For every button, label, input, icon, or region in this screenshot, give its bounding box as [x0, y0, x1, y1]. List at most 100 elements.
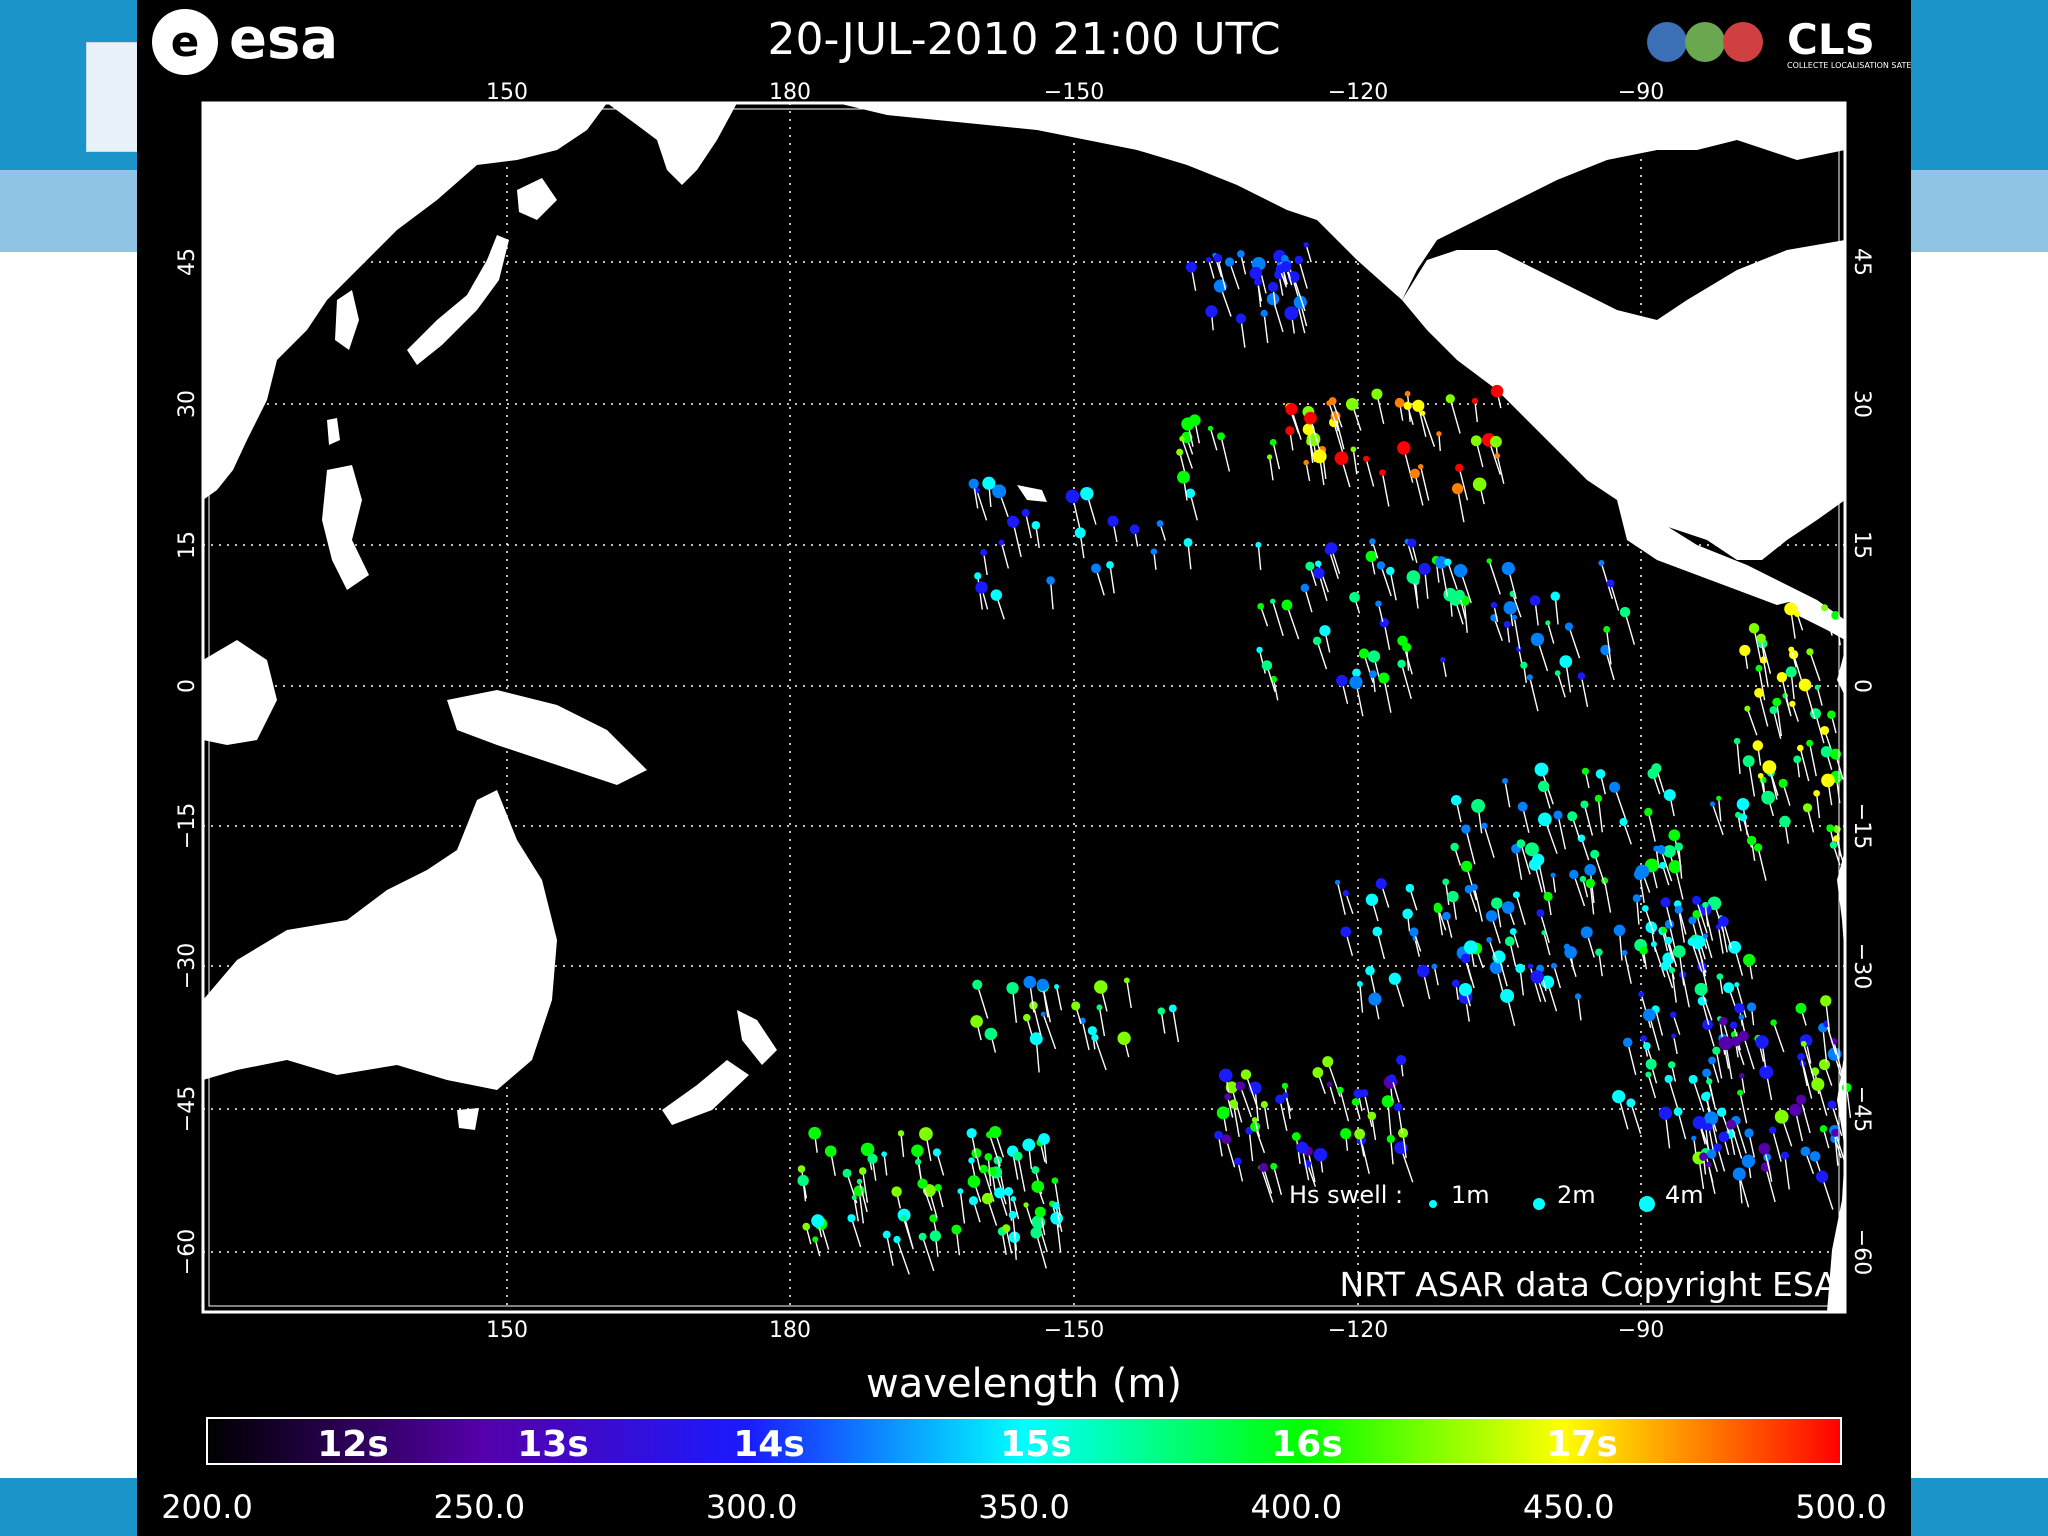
swell-marker: [1736, 797, 1750, 811]
swell-marker: [1729, 1021, 1738, 1029]
swell-marker: [1296, 1141, 1309, 1154]
swell-marker: [797, 1174, 809, 1187]
lon-tick-label: 150: [486, 80, 528, 105]
lat-tick-label: 15: [1849, 531, 1874, 559]
swell-marker: [1378, 672, 1390, 684]
swell-marker: [1038, 1133, 1050, 1145]
swell-direction-mark: [1286, 604, 1300, 640]
swell-direction-mark: [1397, 1107, 1403, 1134]
swell-direction-mark: [1328, 549, 1339, 580]
swell-marker: [1023, 975, 1037, 989]
swell-marker: [1815, 1170, 1829, 1183]
swell-direction-mark: [1822, 1027, 1828, 1063]
swell-direction-mark: [1272, 442, 1281, 470]
swell-direction-mark: [1226, 1096, 1234, 1118]
swell-direction-mark: [1017, 1156, 1026, 1192]
swell-marker: [1402, 908, 1413, 920]
swell-direction-mark: [1644, 908, 1655, 935]
swell-marker: [1183, 537, 1193, 547]
swell-marker: [1644, 807, 1653, 817]
swell-direction-mark: [1438, 433, 1441, 452]
swell-marker: [1023, 1202, 1029, 1208]
swell-marker: [1461, 824, 1471, 834]
swell-marker: [1769, 706, 1778, 715]
swell-marker: [1281, 255, 1289, 263]
swell-marker: [1694, 982, 1708, 996]
swell-marker: [1007, 515, 1020, 528]
swell-marker: [984, 1153, 993, 1161]
swell-marker: [1176, 448, 1184, 456]
swell-marker: [1814, 684, 1820, 690]
swell-direction-mark: [1254, 1119, 1261, 1138]
swell-marker: [1713, 1143, 1722, 1152]
swell-marker: [1285, 403, 1298, 416]
swell-marker: [860, 1142, 875, 1157]
swell-marker: [1013, 1151, 1023, 1161]
swell-marker: [1185, 488, 1196, 499]
swell-direction-mark: [1098, 1007, 1106, 1037]
swell-marker: [1313, 567, 1325, 579]
graticule: [203, 103, 1845, 1312]
swell-marker: [1650, 941, 1657, 948]
swell-marker: [1511, 614, 1518, 621]
swell-marker: [1325, 542, 1338, 555]
swell-marker: [1455, 463, 1464, 472]
swell-marker: [1660, 961, 1671, 971]
swell-marker: [1737, 1089, 1744, 1096]
swell-marker: [1451, 979, 1460, 988]
swell-marker: [1530, 632, 1545, 647]
swell-direction-mark: [1784, 1155, 1790, 1190]
swell-marker: [1280, 261, 1292, 273]
swell-marker: [858, 1167, 867, 1175]
swell-marker: [1668, 829, 1681, 842]
cls-logo-globe-blue-icon: [1647, 22, 1687, 62]
swell-marker: [851, 1195, 857, 1201]
swell-marker: [802, 1222, 811, 1231]
swell-marker: [1501, 561, 1515, 576]
swell-direction-mark: [1626, 1042, 1637, 1076]
swell-marker: [1450, 794, 1462, 806]
swell-marker: [1670, 1011, 1677, 1018]
swell-marker: [929, 1230, 941, 1242]
swell-marker: [1350, 446, 1357, 453]
colorbar-value-label: 200.0: [161, 1488, 253, 1526]
swell-marker: [1500, 989, 1515, 1003]
swell-direction-mark: [1825, 1023, 1837, 1055]
landmass-korea: [335, 290, 359, 350]
swell-marker: [1353, 1088, 1364, 1099]
swell-marker: [979, 1164, 988, 1174]
swell-direction-mark: [1359, 983, 1364, 1013]
cls-logo-tagline: COLLECTE LOCALISATION SATELLITES: [1787, 61, 1911, 70]
swell-direction-mark: [1613, 787, 1628, 822]
swell-marker: [1708, 1056, 1716, 1065]
swell-marker: [984, 1027, 998, 1041]
swell-marker: [1758, 1142, 1771, 1155]
swell-marker: [1054, 984, 1060, 990]
swell-marker: [808, 1126, 822, 1140]
swell-direction-mark: [1552, 875, 1557, 893]
swell-direction-mark: [1217, 257, 1227, 291]
swell-marker: [1431, 963, 1438, 970]
swell-direction-mark: [1715, 1050, 1723, 1079]
swell-marker: [1485, 910, 1498, 922]
swell-marker: [882, 1230, 891, 1239]
swell-direction-mark: [1677, 1111, 1687, 1140]
swell-marker: [1668, 967, 1676, 974]
swell-marker: [1030, 1227, 1042, 1239]
swell-marker: [1664, 1074, 1673, 1084]
swell-marker: [1705, 1161, 1712, 1168]
legend-dot-1m: [1429, 1200, 1437, 1208]
swell-marker: [1645, 1058, 1657, 1070]
swell-marker: [1739, 1073, 1745, 1079]
swell-direction-mark: [1580, 675, 1589, 707]
swell-marker: [1800, 1040, 1807, 1047]
swell-marker: [1726, 1119, 1737, 1130]
lon-tick-label: −90: [1618, 1318, 1664, 1343]
swell-direction-mark: [1846, 1087, 1852, 1118]
swell-size-legend: Hs swell : 1m 2m 4m: [1289, 1181, 1704, 1212]
swell-direction-mark: [1529, 966, 1542, 1003]
swell-marker: [1490, 435, 1502, 448]
swell-marker: [1207, 425, 1214, 432]
swell-marker: [1434, 556, 1448, 569]
swell-marker: [1795, 1002, 1807, 1014]
